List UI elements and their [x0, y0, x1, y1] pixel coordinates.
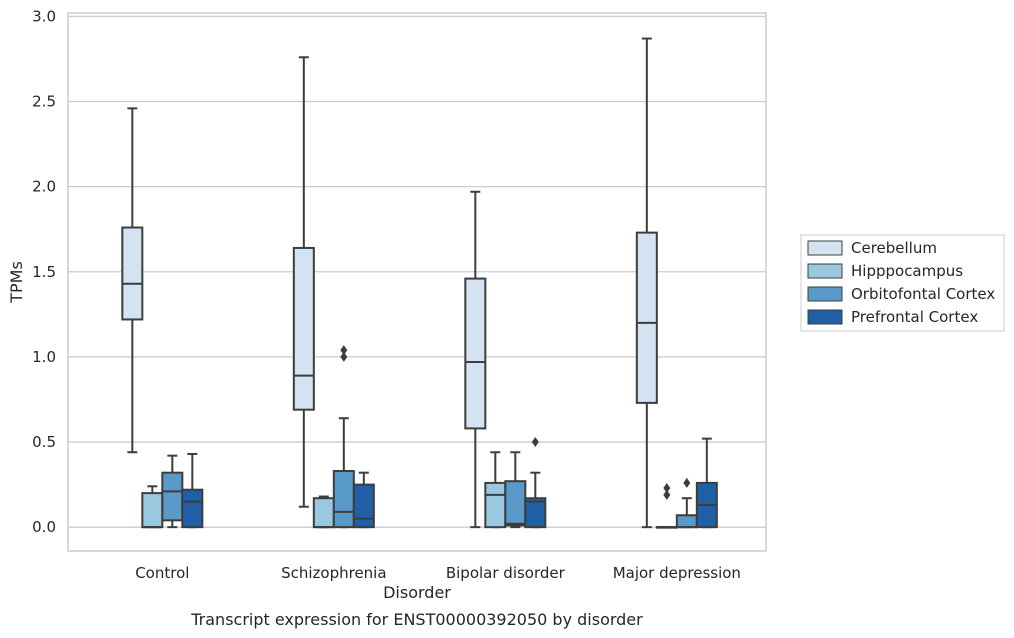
chart-caption: Transcript expression for ENST0000039205…	[190, 610, 643, 629]
box-body	[121, 226, 144, 321]
box-body	[181, 488, 204, 529]
box-1	[292, 56, 315, 508]
box-body	[141, 492, 164, 529]
legend-label: Cerebellum	[851, 239, 937, 257]
y-tick-label: 0.5	[32, 433, 56, 451]
box-body	[484, 481, 507, 529]
box-body	[312, 497, 335, 529]
outlier-point	[663, 483, 671, 494]
legend-label: Hipppocampus	[851, 262, 963, 280]
outlier-point	[531, 437, 539, 448]
y-tick-label: 1.0	[32, 348, 56, 366]
x-tick-labels: Control Schizophrenia Bipolar disorder Majo…	[135, 564, 741, 582]
box-body	[635, 231, 658, 404]
box-1	[121, 107, 144, 454]
box-body	[161, 471, 184, 522]
outlier-point	[663, 489, 671, 500]
x-tick-label: Bipolar disorder	[446, 564, 566, 582]
box-4	[695, 437, 718, 529]
x-tick-label: Control	[135, 564, 189, 582]
y-tick-label: 2.5	[32, 93, 56, 111]
box-body	[292, 246, 315, 411]
y-tick-label: 0.0	[32, 518, 56, 536]
outlier-point	[340, 351, 348, 362]
box-1	[635, 37, 658, 529]
box-body	[524, 497, 547, 529]
box-2	[484, 451, 507, 529]
outlier-point	[340, 345, 348, 356]
box-4	[524, 437, 547, 529]
x-tick-label: Major depression	[613, 564, 741, 582]
box-3	[332, 345, 355, 529]
box-body	[504, 480, 527, 527]
y-axis-label: TPMs	[7, 261, 26, 304]
boxes	[121, 37, 718, 529]
y-tick-label: 3.0	[32, 7, 56, 25]
box-body	[675, 514, 698, 529]
legend-label: Orbitofontal Cortex	[851, 285, 995, 303]
y-tick-label: 2.0	[32, 178, 56, 196]
legend-swatch	[807, 240, 843, 256]
x-axis-label: Disorder	[383, 583, 451, 602]
box-2	[312, 495, 335, 529]
x-tick-label: Schizophrenia	[281, 564, 386, 582]
legend-label: Prefrontal Cortex	[851, 308, 978, 326]
box-1	[464, 190, 487, 529]
outlier-point	[683, 477, 691, 488]
box-4	[181, 452, 204, 529]
box-2	[141, 485, 164, 529]
legend: Cerebellum Hipppocampus Orbitofontal Corte…	[800, 234, 1005, 332]
legend-swatch	[807, 286, 843, 302]
legend-swatch	[807, 263, 843, 279]
box-body	[332, 469, 355, 529]
box-4	[352, 471, 375, 529]
y-tick-label: 1.5	[32, 263, 56, 281]
legend-swatch	[807, 309, 843, 325]
y-tick-labels: 0.0 0.5 1.0 1.5 2.0 2.5 3.0	[32, 7, 56, 536]
box-body	[352, 483, 375, 529]
box-3	[675, 477, 698, 529]
box-2	[655, 483, 678, 529]
box-body	[464, 277, 487, 430]
